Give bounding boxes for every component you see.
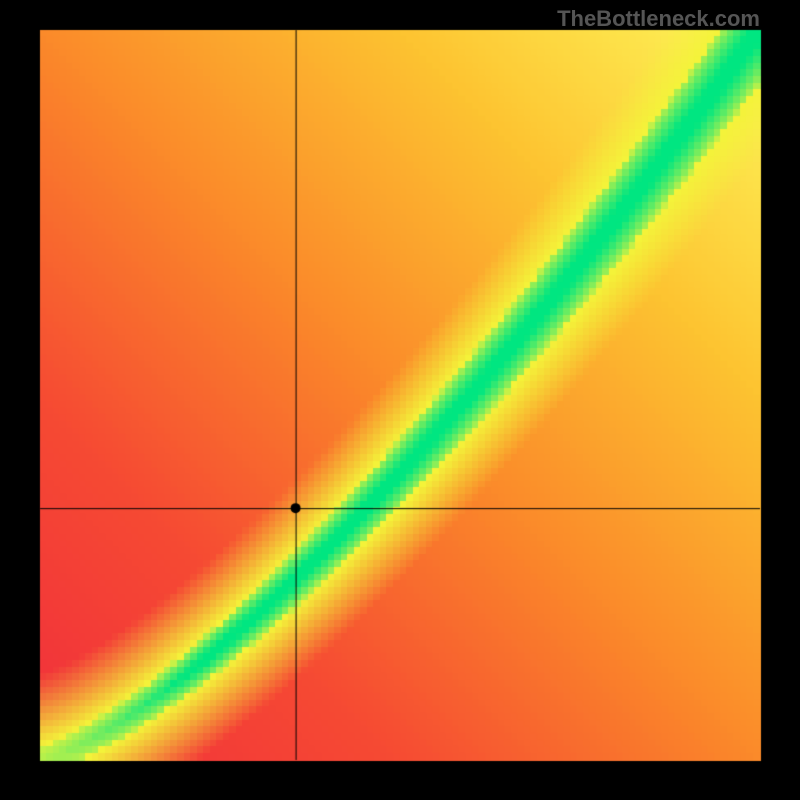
crosshair-overlay	[0, 0, 800, 800]
watermark-text: TheBottleneck.com	[557, 6, 760, 32]
